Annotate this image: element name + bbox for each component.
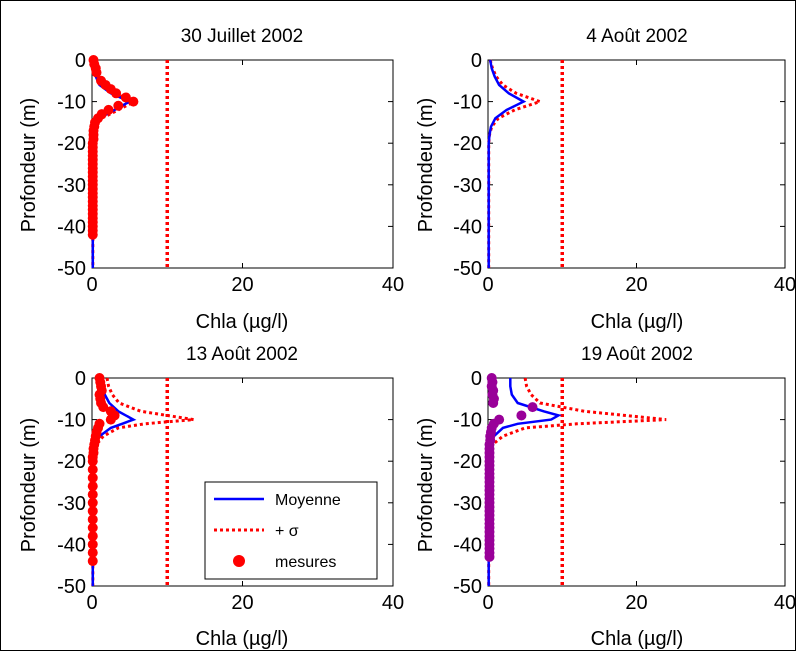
y-tick-label: 0 <box>471 368 482 390</box>
y-tick-label: -50 <box>57 576 86 598</box>
measure-point <box>87 522 98 533</box>
legend-entry: + σ <box>275 523 299 540</box>
measure-point <box>87 531 98 542</box>
y-tick-label: -30 <box>453 493 482 515</box>
measure-point <box>105 414 116 425</box>
x-tick-label: 0 <box>86 274 97 296</box>
y-tick-label: -10 <box>57 92 86 114</box>
y-tick-label: -20 <box>57 133 86 155</box>
y-tick-label: -20 <box>57 451 86 473</box>
measure-point <box>128 96 139 107</box>
subplot-4-aout: 4 Août 2002 Chla (µg/l) Profondeur (m) 0… <box>415 26 796 333</box>
x-tick-label: 40 <box>774 592 796 614</box>
plot-area: 0-10-20-30-40-500 20 40 <box>453 50 796 296</box>
measure-point <box>87 547 98 558</box>
measure-point <box>98 402 109 413</box>
measure-point <box>87 464 98 475</box>
y-tick-label: -40 <box>453 534 482 556</box>
measure-point <box>87 229 98 240</box>
measure-point <box>87 472 98 483</box>
measure-point <box>87 497 98 508</box>
measure-point <box>113 100 124 111</box>
y-axis-label: Profondeur (m) <box>18 98 40 233</box>
subplot-30-juillet: 30 Juillet 2002 Chla (µg/l) Profondeur (… <box>18 26 404 333</box>
measure-point <box>516 410 527 421</box>
y-tick-label: 0 <box>75 50 86 72</box>
x-axis-label: Chla (µg/l) <box>591 311 684 333</box>
measure-point <box>87 489 98 500</box>
subplot-title: 19 Août 2002 <box>581 344 693 365</box>
x-tick-label: 40 <box>774 274 796 296</box>
x-tick-label: 40 <box>382 274 404 296</box>
measure-point <box>87 456 98 467</box>
y-tick-label: -10 <box>453 92 482 114</box>
x-tick-label: 20 <box>625 592 647 614</box>
measure-point <box>111 88 122 99</box>
y-tick-label: 0 <box>471 50 482 72</box>
y-tick-label: -20 <box>453 133 482 155</box>
axes-box <box>91 59 394 269</box>
mean-line <box>487 59 527 268</box>
plot-area: 0-10-20-30-40-500 20 40 <box>57 50 404 296</box>
axes-box <box>487 59 786 269</box>
measure-point <box>120 92 131 103</box>
measure-point <box>87 539 98 550</box>
y-tick-label: -50 <box>453 258 482 280</box>
y-tick-label: -50 <box>453 576 482 598</box>
x-axis-label: Chla (µg/l) <box>591 628 684 650</box>
measure-point <box>87 514 98 525</box>
legend-entry: mesures <box>275 554 336 571</box>
y-axis-label: Profondeur (m) <box>18 418 40 553</box>
y-tick-label: -50 <box>57 258 86 280</box>
y-tick-label: -40 <box>453 216 482 238</box>
subplot-title: 13 Août 2002 <box>186 344 298 365</box>
y-tick-label: -30 <box>57 175 86 197</box>
y-axis-label: Profondeur (m) <box>415 418 437 553</box>
legend: Moyenne + σ mesures <box>204 481 378 580</box>
legend-entry: Moyenne <box>275 492 341 509</box>
x-tick-label: 20 <box>231 592 253 614</box>
plot-area: 0-10-20-30-40-500 20 40 <box>453 368 796 614</box>
y-tick-label: 0 <box>75 368 86 390</box>
measure-point <box>91 67 102 78</box>
y-axis-label: Profondeur (m) <box>415 98 437 233</box>
y-tick-label: -30 <box>57 493 86 515</box>
measure-point <box>87 506 98 517</box>
measure-point <box>87 556 98 567</box>
subplot-title: 30 Juillet 2002 <box>181 26 304 47</box>
x-tick-label: 20 <box>231 274 253 296</box>
y-tick-label: -40 <box>57 534 86 556</box>
x-tick-label: 0 <box>86 592 97 614</box>
subplot-19-aout: 19 Août 2002 Chla (µg/l) Profondeur (m) … <box>415 344 796 650</box>
x-tick-label: 0 <box>482 592 493 614</box>
x-tick-label: 40 <box>382 592 404 614</box>
measure-point <box>527 402 538 413</box>
y-tick-label: -10 <box>57 410 86 432</box>
subplot-13-aout: 13 Août 2002 Chla (µg/l) Profondeur (m) … <box>18 344 404 650</box>
subplot-title: 4 Août 2002 <box>586 26 687 47</box>
y-tick-label: -10 <box>453 410 482 432</box>
y-tick-label: -40 <box>57 216 86 238</box>
measure-point <box>488 397 499 408</box>
legend-swatch-measures <box>233 555 245 567</box>
x-axis-label: Chla (µg/l) <box>196 628 289 650</box>
x-axis-label: Chla (µg/l) <box>196 311 289 333</box>
measure-point <box>87 481 98 492</box>
y-tick-label: -20 <box>453 451 482 473</box>
x-tick-label: 20 <box>625 274 647 296</box>
y-tick-label: -30 <box>453 175 482 197</box>
measure-point <box>484 551 495 562</box>
axes-box <box>487 377 786 587</box>
x-tick-label: 0 <box>482 274 493 296</box>
